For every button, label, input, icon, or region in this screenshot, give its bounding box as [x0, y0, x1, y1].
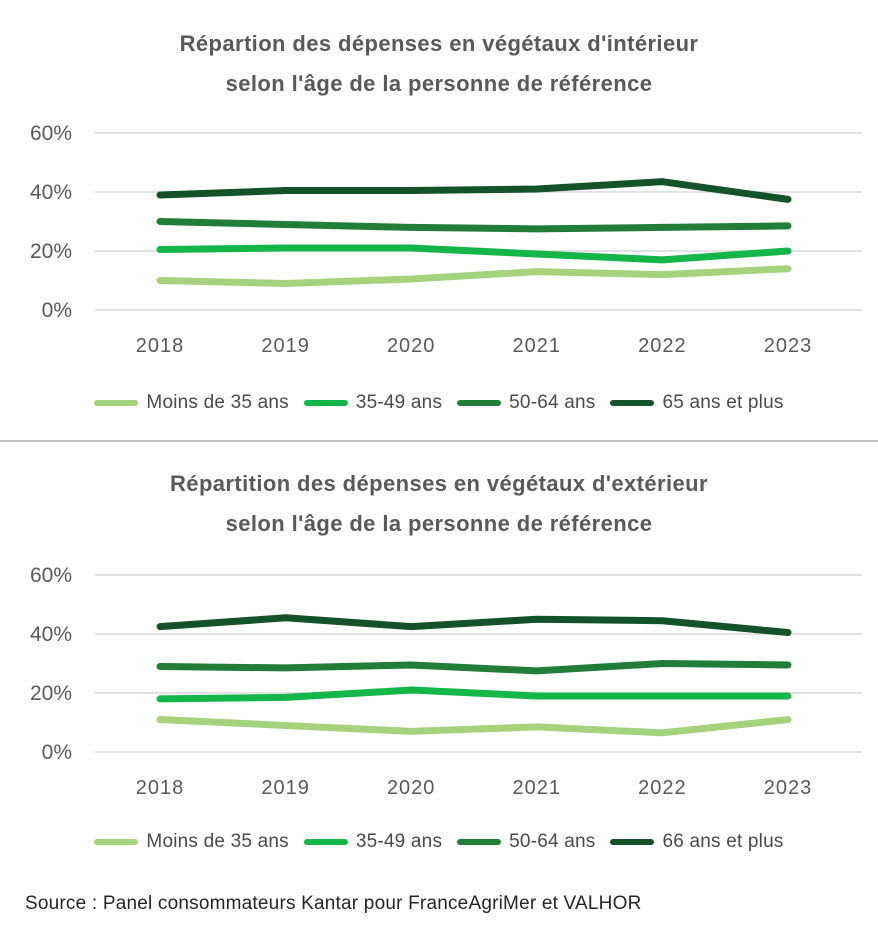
y-axis-tick: 0%	[42, 299, 72, 322]
legend-label: 50-64 ans	[509, 392, 596, 413]
chart-title-line-2: selon l'âge de la personne de référence	[225, 71, 653, 96]
chart-title-exterieur: Répartition des dépenses en végétaux d'e…	[0, 464, 878, 544]
y-axis-tick: 40%	[30, 623, 72, 646]
y-axis-tick: 60%	[30, 122, 72, 145]
legend-label: 50-64 ans	[509, 831, 596, 852]
legend-swatch	[94, 400, 139, 406]
x-axis-tick: 2019	[261, 335, 310, 357]
legend-item: 35-49 ans	[303, 392, 443, 414]
section-divider	[0, 440, 878, 442]
legend-swatch	[303, 400, 348, 406]
series-line-35-49-ans	[156, 686, 792, 703]
legend-item: 66 ans et plus	[610, 831, 783, 853]
legend-swatch	[303, 839, 348, 845]
series-line-moins-de-35-ans	[156, 265, 792, 287]
legend-item: 35-49 ans	[303, 831, 443, 853]
legend-item: Moins de 35 ans	[94, 831, 289, 853]
legend-item: 50-64 ans	[457, 392, 595, 414]
series-line-35-49-ans	[156, 244, 792, 264]
legend-label: 65 ans et plus	[662, 392, 784, 413]
series-line-moins-de-35-ans	[156, 716, 792, 737]
x-axis-tick: 2021	[513, 777, 562, 799]
chart-title-line-2: selon l'âge de la personne de référence	[225, 511, 653, 536]
chart-title-line-1: Répartion des dépenses en végétaux d'int…	[179, 31, 699, 56]
legend-item: 65 ans et plus	[610, 392, 783, 414]
legend-interieur: Moins de 35 ans 35-49 ans 50-64 ans 65 ans …	[0, 392, 878, 414]
x-axis-tick: 2019	[261, 777, 310, 799]
y-axis-tick: 20%	[30, 682, 72, 705]
line-chart-interieur: 0% 20% 40% 60% 2018 2019 2020 2021 2022 2023	[30, 122, 862, 357]
x-axis-tick: 2022	[638, 335, 687, 357]
x-axis-tick: 2018	[136, 777, 185, 799]
legend-label: 66 ans et plus	[662, 831, 784, 852]
chart-title-line-1: Répartition des dépenses en végétaux d'e…	[170, 471, 708, 496]
legend-label: Moins de 35 ans	[146, 392, 289, 413]
legend-swatch	[457, 839, 502, 845]
x-axis-tick: 2023	[764, 335, 813, 357]
x-axis-tick: 2022	[638, 777, 687, 799]
y-axis-tick: 40%	[30, 181, 72, 204]
y-axis-tick: 60%	[30, 564, 72, 587]
x-axis-tick: 2020	[387, 335, 436, 357]
y-axis-tick: 0%	[42, 741, 72, 764]
legend-label: 35-49 ans	[355, 392, 443, 413]
legend-item: Moins de 35 ans	[94, 392, 289, 414]
line-chart-exterieur: 0% 20% 40% 60% 2018 2019 2020 2021 2022 2023	[30, 564, 862, 799]
x-axis-tick: 2021	[513, 335, 562, 357]
series-line-65-ans-et-plus	[156, 178, 792, 203]
legend-exterieur: Moins de 35 ans 35-49 ans 50-64 ans 66 ans …	[0, 831, 878, 853]
legend-swatch	[610, 400, 655, 406]
x-axis-tick: 2023	[764, 777, 813, 799]
series-line-50-64-ans	[156, 218, 792, 233]
series-line-50-64-ans	[156, 660, 792, 675]
source-note: Source : Panel consommateurs Kantar pour…	[25, 893, 642, 914]
y-axis-tick: 20%	[30, 240, 72, 263]
legend-swatch	[94, 839, 139, 845]
chart-title-interieur: Répartion des dépenses en végétaux d'int…	[0, 24, 878, 104]
x-axis-tick: 2018	[136, 335, 185, 357]
legend-label: 35-49 ans	[355, 831, 443, 852]
series-line-66-ans-et-plus	[156, 614, 792, 637]
legend-label: Moins de 35 ans	[146, 831, 289, 852]
legend-item: 50-64 ans	[457, 831, 595, 853]
legend-swatch	[610, 839, 655, 845]
legend-swatch	[457, 400, 502, 406]
x-axis-tick: 2020	[387, 777, 436, 799]
